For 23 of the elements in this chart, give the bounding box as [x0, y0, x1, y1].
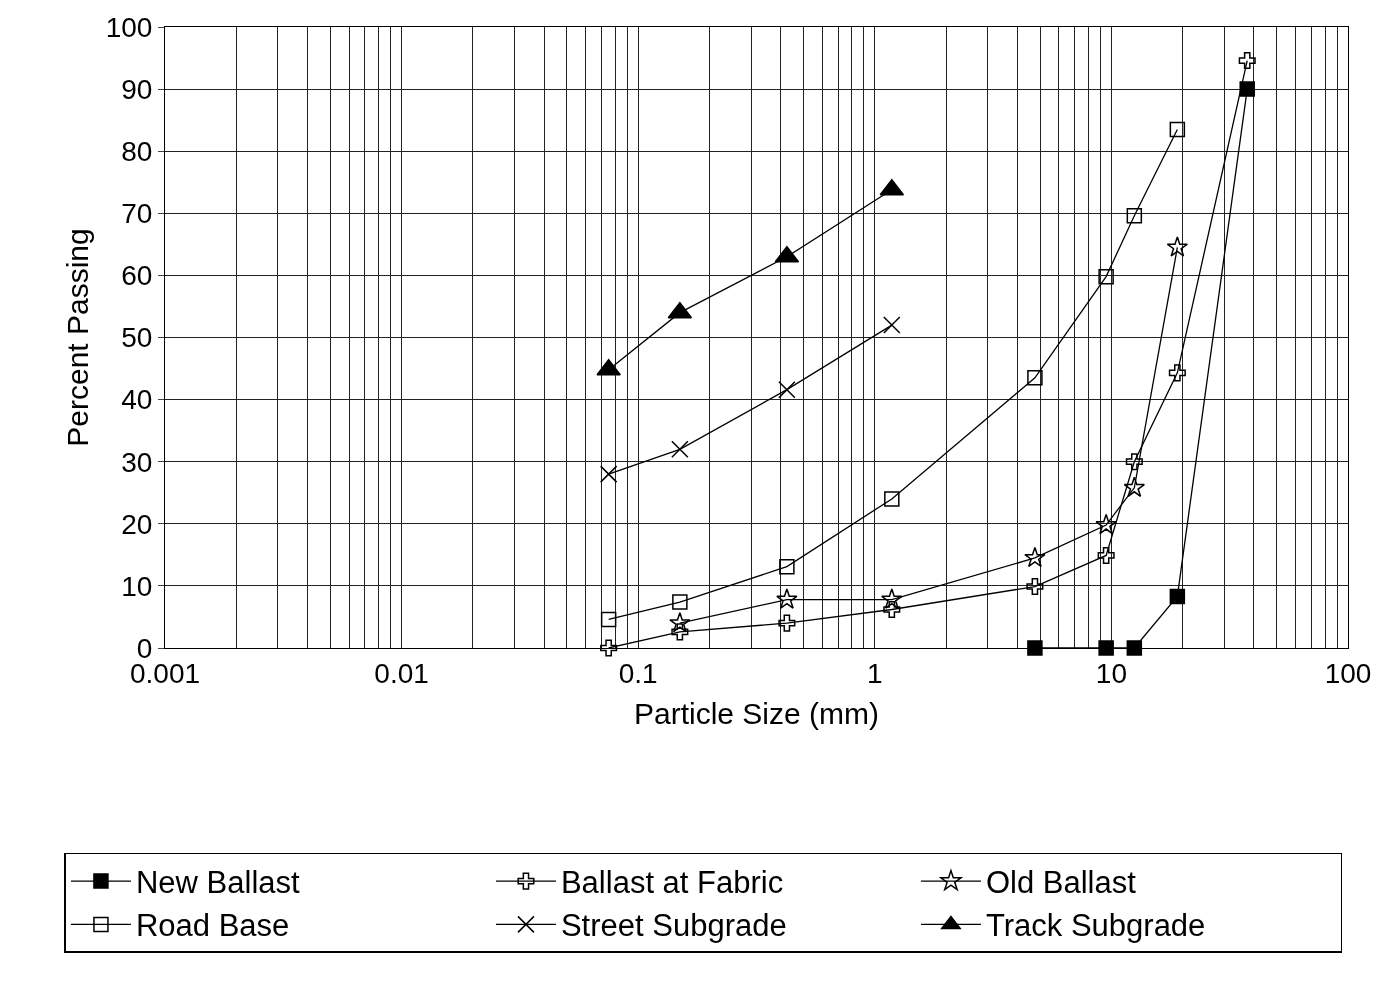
- legend-label: New Ballast: [135, 865, 301, 901]
- x-axis-title: Particle Size (mm): [633, 697, 880, 731]
- x-tick-label: 10: [1095, 657, 1127, 689]
- x-tick-label: 0.1: [618, 657, 658, 689]
- legend-label: Ballast at Fabric: [560, 865, 784, 901]
- y-tick-label: 90: [121, 73, 153, 105]
- legend-label: Track Subgrade: [985, 908, 1206, 944]
- y-tick-label: 30: [121, 446, 153, 478]
- legend-label: Old Ballast: [985, 865, 1137, 901]
- y-tick-label: 20: [121, 508, 153, 540]
- y-tick-label: 60: [121, 260, 153, 292]
- legend-label: Street Subgrade: [560, 908, 787, 944]
- x-tick-label: 100: [1324, 657, 1372, 689]
- legend-label: Road Base: [135, 908, 290, 944]
- x-tick-label: 1: [867, 657, 883, 689]
- y-tick-label: 70: [121, 198, 153, 230]
- y-tick-label: 50: [121, 322, 153, 354]
- y-tick-label: 80: [121, 136, 153, 167]
- y-tick-label: 40: [121, 384, 153, 416]
- y-axis-title: Percent Passing: [60, 228, 94, 447]
- y-tick-label: 10: [121, 570, 153, 602]
- x-tick-label: 0.01: [374, 657, 429, 689]
- y-tick-label: 100: [105, 11, 153, 43]
